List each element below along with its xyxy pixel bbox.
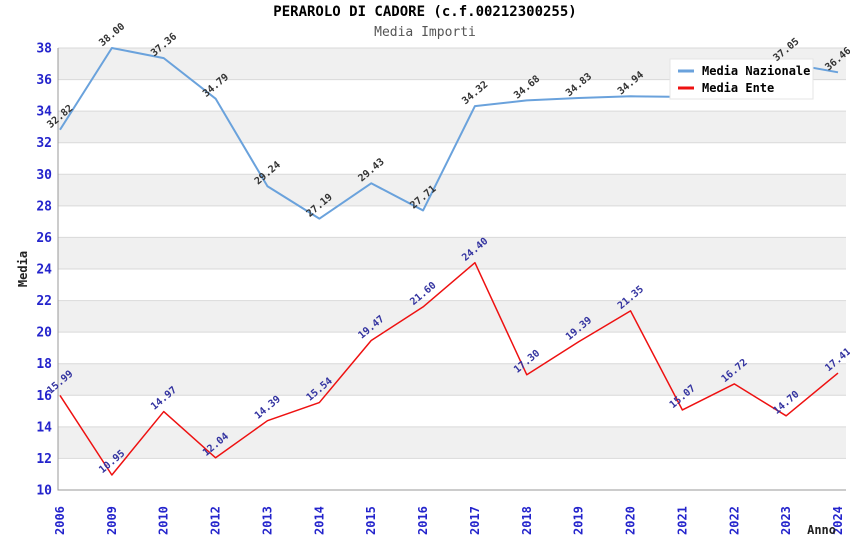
y-axis-tick-label: 32 [36,136,52,151]
chart-title: PERAROLO DI CADORE (c.f.00212300255) [273,4,577,20]
plot-band [58,332,846,364]
x-axis-tick-label: 2024 [831,506,845,535]
plot-band [58,142,846,175]
chart-subtitle: Media Importi [374,25,476,40]
x-axis-tick-label: 2014 [312,506,326,535]
y-axis-tick-label: 38 [36,42,52,57]
x-axis-tick-label: 2017 [468,506,482,535]
plot-band [58,458,846,490]
x-axis-tick-label: 2019 [572,506,586,535]
axis-line [57,48,846,491]
y-axis-tick-label: 24 [36,263,52,278]
x-axis-title: Anno [807,523,836,537]
x-axis-tick-label: 2022 [727,506,741,535]
plot-band [58,205,846,238]
y-axis-tick-label: 36 [36,73,52,88]
x-axis-tick-label: 2020 [624,506,638,535]
y-axis-tick-label: 22 [36,294,52,309]
legend-label-media-ente: Media Ente [702,81,774,95]
y-axis-tick-label: 30 [36,168,52,183]
plot-band [58,300,846,333]
x-axis-tick-label: 2010 [157,506,171,535]
y-axis-tick-label: 16 [36,389,52,404]
y-axis-tick-label: 34 [36,105,52,120]
plot-band [58,426,846,459]
x-axis-tick-label: 2012 [209,506,223,535]
x-axis-tick-label: 2015 [364,506,378,535]
plot-band [58,237,846,269]
x-axis-tick-label: 2016 [416,506,430,535]
x-axis-tick-label: 2021 [675,506,689,535]
plot-band [58,111,846,143]
y-axis-tick-label: 14 [36,420,52,435]
y-axis-tick-label: 28 [36,199,52,214]
plot-band [58,269,846,301]
x-axis-tick-label: 2009 [105,506,119,535]
x-axis-tick-label: 2018 [520,506,534,535]
y-axis-tick-label: 26 [36,231,52,246]
plot-band [58,395,846,427]
y-axis-title: Media [16,251,30,287]
plot-band [58,174,846,206]
x-axis-tick-label: 2006 [53,506,67,535]
x-axis-tick-label: 2013 [260,506,274,535]
y-axis-tick-label: 12 [36,452,52,467]
y-axis-tick-label: 20 [36,326,52,341]
y-axis-tick-label: 18 [36,357,52,372]
plot-band [58,363,846,396]
legend-label-media-nazionale: Media Nazionale [702,64,810,78]
y-axis-tick-label: 10 [36,484,52,499]
series-line-media-ente [59,261,839,476]
x-axis-tick-label: 2023 [779,506,793,535]
data-point-label: 38.00 [97,21,127,49]
legend-box [669,58,814,100]
